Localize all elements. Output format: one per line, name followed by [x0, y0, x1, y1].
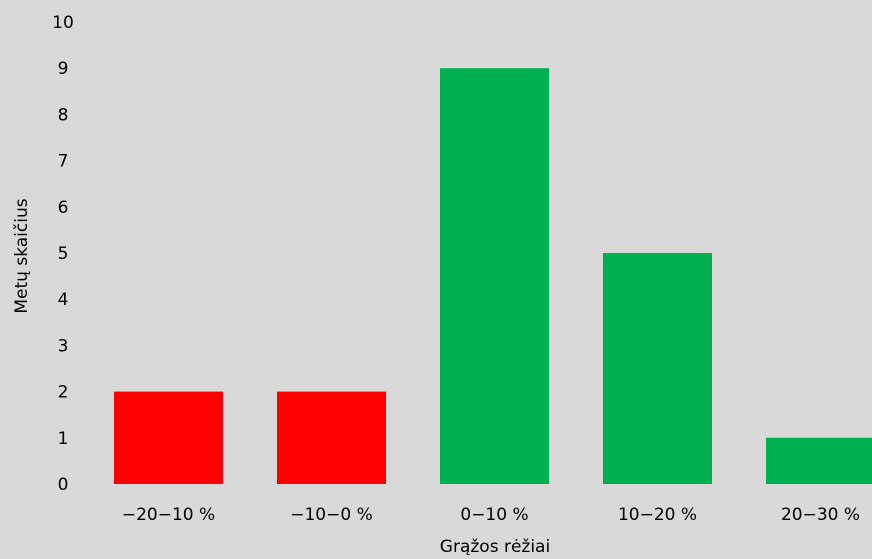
- bar-4: [766, 437, 872, 484]
- y-tick-label-9: 9: [58, 59, 69, 79]
- y-tick-label-4: 4: [58, 290, 69, 310]
- x-tick-label-2: 0−10 %: [460, 505, 528, 525]
- x-axis-title: Grąžos rėžiai: [440, 537, 550, 557]
- y-tick-label-10: 10: [52, 13, 74, 33]
- y-tick-label-1: 1: [58, 429, 69, 449]
- y-tick-label-2: 2: [58, 383, 69, 403]
- x-tick-label-3: 10−20 %: [618, 505, 697, 525]
- y-axis-ticks: 0 1 2 3 4 5 6 7 8 9 10: [52, 13, 74, 495]
- y-tick-label-8: 8: [58, 105, 69, 125]
- bars-group: [114, 68, 872, 484]
- x-tick-label-4: 20−30 %: [781, 505, 860, 525]
- bar-0: [114, 391, 223, 484]
- bar-3: [603, 253, 712, 484]
- y-tick-label-7: 7: [58, 152, 69, 172]
- y-axis-title: Metų skaičius: [12, 198, 32, 313]
- x-axis-ticks: −20−10 % −10−0 % 0−10 % 10−20 % 20−30 %: [122, 505, 860, 525]
- x-tick-label-1: −10−0 %: [290, 505, 373, 525]
- bar-2: [440, 68, 549, 484]
- y-tick-label-3: 3: [58, 336, 69, 356]
- x-tick-label-0: −20−10 %: [122, 505, 215, 525]
- y-tick-label-6: 6: [58, 198, 69, 218]
- bar-1: [277, 391, 386, 484]
- y-tick-label-5: 5: [58, 244, 69, 264]
- y-tick-label-0: 0: [58, 475, 69, 495]
